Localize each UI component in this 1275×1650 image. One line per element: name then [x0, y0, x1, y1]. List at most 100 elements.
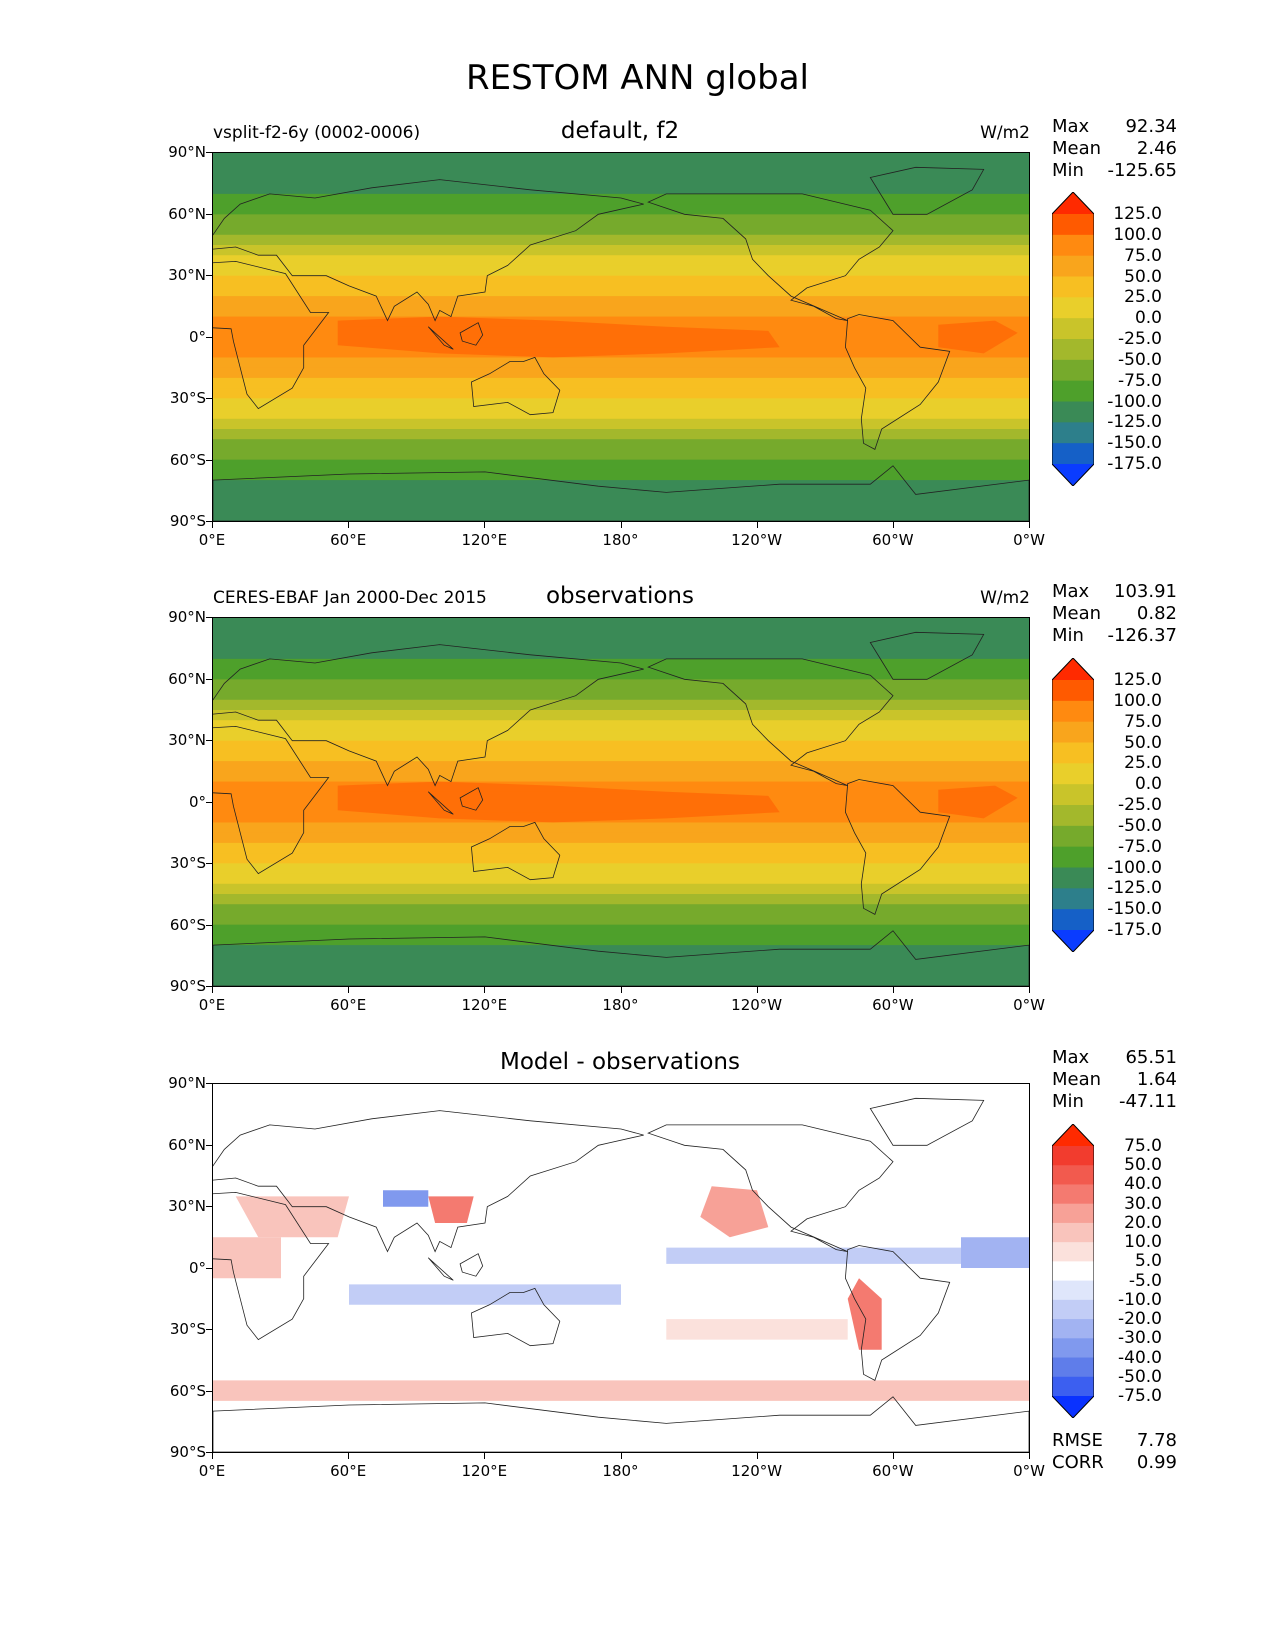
lon-tick-label: 0°W [1013, 1462, 1045, 1480]
colorbar-segment [1052, 867, 1094, 889]
map-observations [212, 617, 1030, 987]
lon-tick-mark [212, 522, 213, 528]
lon-tick-mark [756, 522, 758, 528]
colorbar-main: 125.0 100.0 75.0 50.0 25.0 0.0 -25.0 -50.0 -75.0… [1052, 658, 1162, 952]
lon-tick-label: 60°E [330, 1462, 367, 1480]
stat-max-label: Max [1052, 116, 1090, 137]
lat-tick-mark [206, 617, 212, 618]
lat-tick-mark [206, 1083, 212, 1084]
lat-tick-label: 90°S [169, 977, 206, 995]
stat-mean-label: Mean [1052, 1069, 1102, 1090]
stat-max-value: 103.91 [1114, 581, 1177, 602]
lat-tick-mark [206, 1329, 212, 1330]
colorbar-segment [1052, 1222, 1094, 1243]
lon-tick-mark [1029, 522, 1030, 528]
lat-tick-mark [206, 801, 212, 803]
colorbar-tick-label: -150.0 [1107, 433, 1162, 454]
colorbar-segment [1052, 1203, 1094, 1224]
panel-left-label: vsplit-f2-6y (0002-0006) [213, 123, 421, 143]
colorbar-diff: 75.0 50.0 40.0 30.0 20.0 10.0 5.0 -5.0 -10.0 -20.… [1052, 1124, 1162, 1418]
lat-tick-label: 30°N [168, 1197, 206, 1215]
colorbar-tick-label: -50.0 [1118, 1366, 1162, 1387]
lon-tick-mark [892, 987, 894, 993]
colorbar-tick-label: 75.0 [1124, 245, 1162, 266]
colorbar-extend-bottom [1052, 1396, 1094, 1418]
colorbar-segment [1052, 1376, 1094, 1397]
lat-tick-label: 0° [188, 1258, 206, 1277]
colorbar-segment [1052, 401, 1094, 423]
colorbar-segment [1052, 825, 1094, 848]
lon-tick-mark [620, 522, 622, 528]
colorbar-segment [1052, 380, 1094, 402]
lat-tick-label: 60°N [168, 204, 206, 223]
colorbar-extend-bottom [1052, 930, 1094, 952]
colorbar-tick-label: -125.0 [1107, 412, 1162, 433]
colorbar-tick-label: 125.0 [1113, 204, 1162, 224]
lon-tick-mark [892, 1453, 894, 1459]
lat-tick-label: 30°S [169, 389, 206, 407]
lat-tick-mark [206, 1144, 212, 1146]
stat-min-value: -125.65 [1107, 160, 1177, 181]
lat-tick-label: 60°S [169, 915, 206, 934]
stat-max-value: 92.34 [1125, 116, 1177, 137]
coastlines [213, 631, 1029, 986]
panel-center-label: default, f2 [560, 118, 680, 144]
colorbar-segment [1052, 742, 1094, 764]
lon-tick-mark [212, 1453, 213, 1459]
colorbar-segment [1052, 1319, 1094, 1339]
map-model [212, 152, 1030, 522]
colorbar-tick-label: 30.0 [1124, 1193, 1162, 1214]
colorbar-graphic [1052, 658, 1094, 952]
colorbar-tick-label: 50.0 [1124, 732, 1162, 753]
stat-min-value: -126.37 [1107, 625, 1177, 646]
colorbar-segment [1052, 339, 1094, 361]
rmse-label: RMSE [1052, 1430, 1103, 1451]
lat-tick-mark [206, 1206, 212, 1207]
lat-tick-label: 0° [188, 792, 206, 811]
colorbar-segment [1052, 214, 1094, 236]
colorbar-tick-label: -25.0 [1118, 329, 1162, 349]
lon-tick-label: 60°W [872, 531, 914, 549]
colorbar-tick-label: -125.0 [1107, 878, 1162, 899]
lat-tick-mark [206, 213, 212, 215]
stat-min-label: Min [1052, 625, 1084, 646]
lat-tick-mark [206, 863, 212, 864]
lat-tick-label: 60°S [169, 1381, 206, 1400]
colorbar-extend-top [1052, 1124, 1094, 1146]
colorbar-segment [1052, 846, 1094, 868]
colorbar-segment [1052, 1357, 1094, 1378]
colorbar-segment [1052, 1146, 1094, 1166]
colorbar-segment [1052, 443, 1094, 465]
stat-max-value: 65.51 [1125, 1047, 1177, 1068]
panel-center-label: Model - observations [500, 1049, 740, 1075]
colorbar-segment [1052, 276, 1094, 298]
lat-tick-mark [206, 459, 212, 461]
field-bands [213, 153, 1029, 521]
colorbar-tick-label: -20.0 [1118, 1309, 1162, 1330]
lon-tick-label: 0°E [198, 996, 226, 1014]
lat-tick-mark [206, 521, 212, 522]
lon-tick-mark [892, 522, 894, 528]
lon-tick-label: 0°E [198, 1462, 226, 1480]
coastlines [213, 166, 1029, 521]
colorbar-extend-top [1052, 192, 1094, 214]
colorbar-tick-label: 20.0 [1124, 1212, 1162, 1233]
figure-title: RESTOM ANN global [466, 58, 809, 98]
colorbar-tick-label: -175.0 [1107, 454, 1162, 474]
colorbar-tick-label: -50.0 [1118, 349, 1162, 370]
lat-tick-label: 30°S [169, 1320, 206, 1338]
lon-tick-label: 60°E [330, 996, 367, 1014]
lon-tick-label: 60°W [872, 996, 914, 1014]
coastlines [213, 1097, 1029, 1452]
colorbar-tick-label: -150.0 [1107, 899, 1162, 920]
colorbar-graphic [1052, 192, 1094, 486]
colorbar-segment [1052, 318, 1094, 340]
lat-tick-label: 90°N [168, 608, 206, 626]
colorbar-segment [1052, 909, 1094, 931]
colorbar-segment [1052, 721, 1094, 743]
colorbar-tick-label: 25.0 [1124, 753, 1162, 774]
lon-tick-mark [484, 522, 486, 528]
panel-units: W/m2 [980, 588, 1030, 608]
lat-tick-label: 0° [188, 327, 206, 346]
lon-tick-label: 60°E [330, 531, 367, 549]
